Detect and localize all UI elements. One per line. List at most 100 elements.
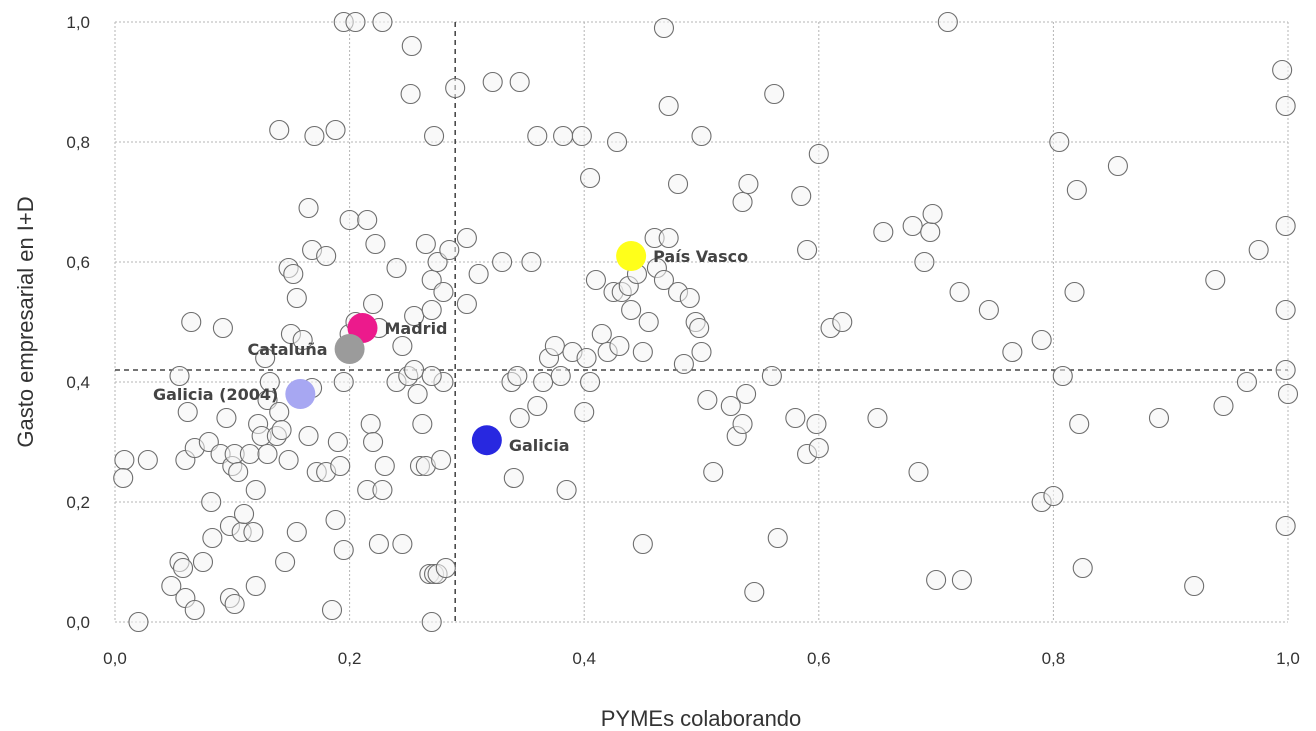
data-point: [404, 359, 425, 381]
data-point: [412, 413, 433, 435]
x-tick-label: 0,2: [338, 649, 362, 668]
data-point: [902, 215, 923, 237]
reference-lines: [115, 22, 1288, 622]
data-point: [339, 209, 360, 231]
data-point: [239, 443, 260, 465]
data-point: [283, 263, 304, 285]
data-point: [445, 77, 466, 99]
x-tick-label: 0,6: [807, 649, 831, 668]
data-point: [128, 611, 149, 633]
data-point: [433, 281, 454, 303]
data-point: [169, 365, 190, 387]
data-point: [1052, 365, 1073, 387]
data-point: [1031, 329, 1052, 351]
data-point: [325, 509, 346, 531]
data-point: [1213, 395, 1234, 417]
y-tick-label: 0,6: [66, 253, 90, 272]
data-point: [914, 251, 935, 273]
x-tick-label: 0,4: [572, 649, 596, 668]
data-point: [553, 125, 574, 147]
data-point: [456, 293, 477, 315]
data-point: [415, 233, 436, 255]
y-tick-label: 0,0: [66, 613, 90, 632]
data-point: [363, 293, 384, 315]
data-point: [243, 521, 264, 543]
highlight-label: Galicia (2004): [153, 385, 278, 404]
data-point: [544, 335, 565, 357]
data-point: [1275, 215, 1296, 237]
data-point: [638, 311, 659, 333]
data-point: [667, 173, 689, 195]
data-point: [720, 395, 741, 417]
data-point: [621, 299, 642, 321]
data-point: [527, 125, 548, 147]
data-point: [920, 221, 941, 243]
data-point: [580, 371, 601, 393]
data-point: [1272, 59, 1293, 81]
data-point: [298, 197, 319, 219]
data-point: [797, 239, 818, 261]
data-point: [653, 17, 675, 39]
data-point: [278, 449, 299, 471]
data-point: [673, 353, 694, 375]
x-axis-title: PYMEs colaborando: [601, 706, 802, 731]
background-points: [113, 11, 1299, 633]
highlight-point: [334, 334, 365, 364]
data-point: [732, 413, 753, 435]
data-point: [172, 557, 194, 579]
data-point: [679, 287, 700, 309]
data-point: [198, 431, 219, 453]
data-point: [1248, 239, 1269, 261]
data-point: [439, 239, 460, 261]
data-point: [304, 125, 325, 147]
data-point: [228, 461, 249, 483]
data-point: [1072, 557, 1093, 579]
data-point: [691, 341, 712, 363]
data-point: [401, 35, 422, 57]
data-point: [365, 233, 386, 255]
data-point: [691, 125, 712, 147]
data-point: [744, 581, 765, 603]
data-point: [1184, 575, 1205, 597]
data-point: [1064, 281, 1085, 303]
data-point: [298, 425, 319, 447]
highlight-label: Cataluña: [248, 340, 328, 359]
y-tick-label: 0,4: [66, 373, 90, 392]
data-point: [1275, 359, 1296, 381]
data-point: [832, 311, 853, 333]
data-point: [216, 407, 237, 429]
data-point: [556, 479, 577, 501]
data-point: [181, 311, 202, 333]
data-point: [257, 443, 278, 465]
data-point: [697, 389, 718, 411]
data-point: [580, 167, 601, 189]
data-point: [1148, 407, 1170, 429]
data-point: [653, 269, 675, 291]
data-point: [732, 191, 753, 213]
data-point: [400, 83, 421, 105]
data-point: [738, 173, 759, 195]
data-point: [503, 467, 524, 489]
data-point: [275, 551, 296, 573]
data-point: [791, 185, 812, 207]
data-point: [421, 611, 442, 633]
data-point: [345, 11, 366, 33]
data-point: [468, 263, 489, 285]
data-point: [427, 251, 448, 273]
data-point: [632, 341, 653, 363]
data-point: [1049, 131, 1070, 153]
data-point: [978, 299, 999, 321]
data-point: [386, 257, 407, 279]
data-point: [808, 143, 829, 165]
data-point: [327, 431, 348, 453]
highlight-label: País Vasco: [653, 247, 748, 266]
data-point: [949, 281, 970, 303]
data-point: [392, 533, 413, 555]
x-tick-label: 1,0: [1276, 649, 1300, 668]
data-point: [703, 461, 724, 483]
data-point: [527, 395, 548, 417]
data-point: [114, 449, 135, 471]
data-point: [1205, 269, 1226, 291]
data-point: [521, 251, 542, 273]
